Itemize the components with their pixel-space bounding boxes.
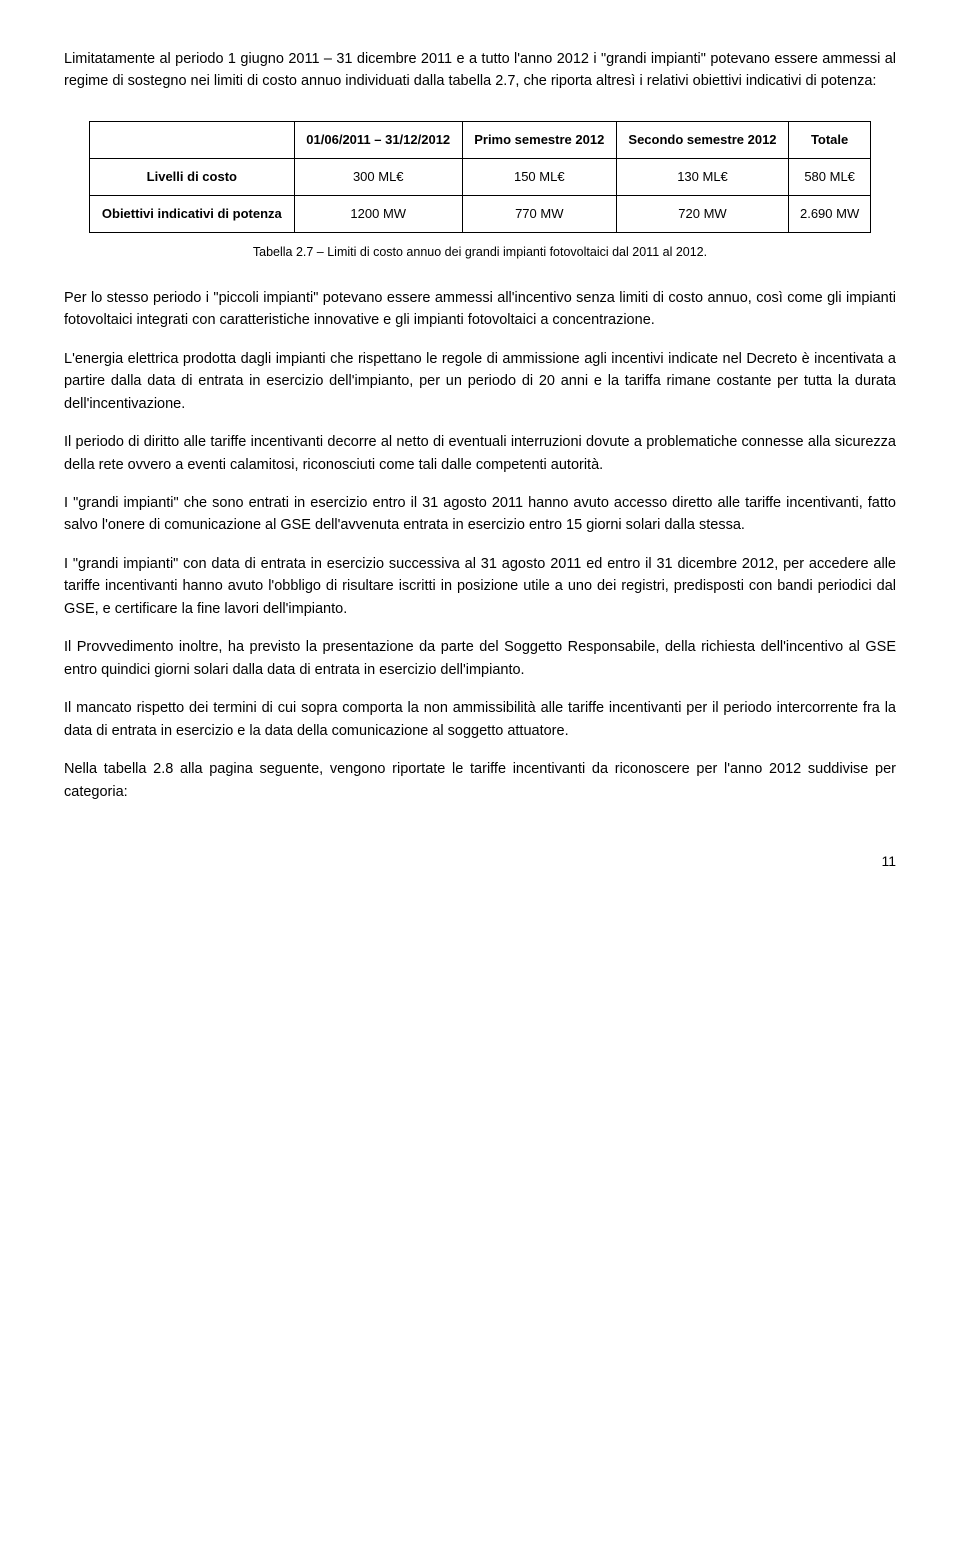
- header-blank: [89, 121, 294, 158]
- row2-label: Obiettivi indicativi di potenza: [89, 196, 294, 233]
- intro-paragraph: Limitatamente al periodo 1 giugno 2011 –…: [64, 48, 896, 93]
- body-paragraph: Il periodo di diritto alle tariffe incen…: [64, 431, 896, 476]
- body-paragraph: L'energia elettrica prodotta dagli impia…: [64, 348, 896, 415]
- table-row: Obiettivi indicativi di potenza 1200 MW …: [89, 196, 870, 233]
- cost-limits-table-wrap: 01/06/2011 – 31/12/2012 Primo semestre 2…: [64, 121, 896, 233]
- header-col2: Primo semestre 2012: [462, 121, 616, 158]
- row1-c1: 300 ML€: [294, 159, 462, 196]
- table-row: Livelli di costo 300 ML€ 150 ML€ 130 ML€…: [89, 159, 870, 196]
- row2-c2: 770 MW: [462, 196, 616, 233]
- row2-c1: 1200 MW: [294, 196, 462, 233]
- body-paragraph: Il Provvedimento inoltre, ha previsto la…: [64, 636, 896, 681]
- page-number: 11: [64, 851, 896, 873]
- body-paragraph: Per lo stesso periodo i "piccoli impiant…: [64, 287, 896, 332]
- table-header-row: 01/06/2011 – 31/12/2012 Primo semestre 2…: [89, 121, 870, 158]
- row1-c2: 150 ML€: [462, 159, 616, 196]
- cost-limits-table: 01/06/2011 – 31/12/2012 Primo semestre 2…: [89, 121, 871, 233]
- row2-c3: 720 MW: [616, 196, 788, 233]
- row1-c4: 580 ML€: [789, 159, 871, 196]
- body-paragraph: I "grandi impianti" con data di entrata …: [64, 553, 896, 620]
- body-paragraph: Il mancato rispetto dei termini di cui s…: [64, 697, 896, 742]
- header-col1: 01/06/2011 – 31/12/2012: [294, 121, 462, 158]
- body-paragraph: I "grandi impianti" che sono entrati in …: [64, 492, 896, 537]
- row2-c4: 2.690 MW: [789, 196, 871, 233]
- row1-c3: 130 ML€: [616, 159, 788, 196]
- body-paragraph: Nella tabella 2.8 alla pagina seguente, …: [64, 758, 896, 803]
- header-col3: Secondo semestre 2012: [616, 121, 788, 158]
- row1-label: Livelli di costo: [89, 159, 294, 196]
- header-col4: Totale: [789, 121, 871, 158]
- table-caption: Tabella 2.7 – Limiti di costo annuo dei …: [64, 243, 896, 262]
